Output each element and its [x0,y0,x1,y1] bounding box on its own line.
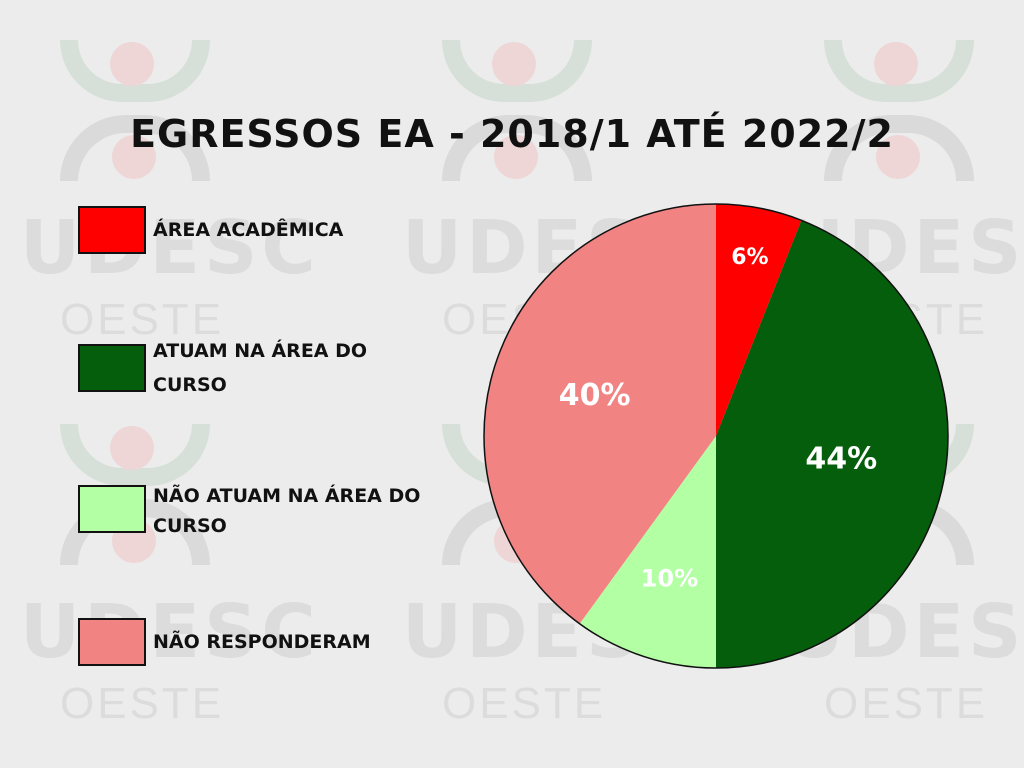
legend-label: NÃO RESPONDERAM [153,631,371,653]
pie-slice [484,204,716,624]
pie-slice [579,436,716,668]
pie-slice [716,220,949,668]
legend-swatch [78,485,146,533]
chart-title: EGRESSOS EA - 2018/1 ATÉ 2022/2 [130,112,894,156]
slice-data-label: 6% [731,245,768,270]
slice-data-label: 40% [559,378,631,413]
legend-label: NÃO ATUAM NA ÁREA DO CURSO [153,485,421,537]
slice-data-label: 44% [805,441,877,476]
legend-swatch [78,344,146,392]
pie-outline [483,203,949,669]
pie-slice [716,204,802,436]
slice-data-label: 10% [641,564,698,592]
legend-label: ÁREA ACADÊMICA [153,219,344,241]
legend-swatch [78,206,146,254]
legend-label: ATUAM NA ÁREA DO CURSO [153,340,368,396]
legend-swatch [78,618,146,666]
